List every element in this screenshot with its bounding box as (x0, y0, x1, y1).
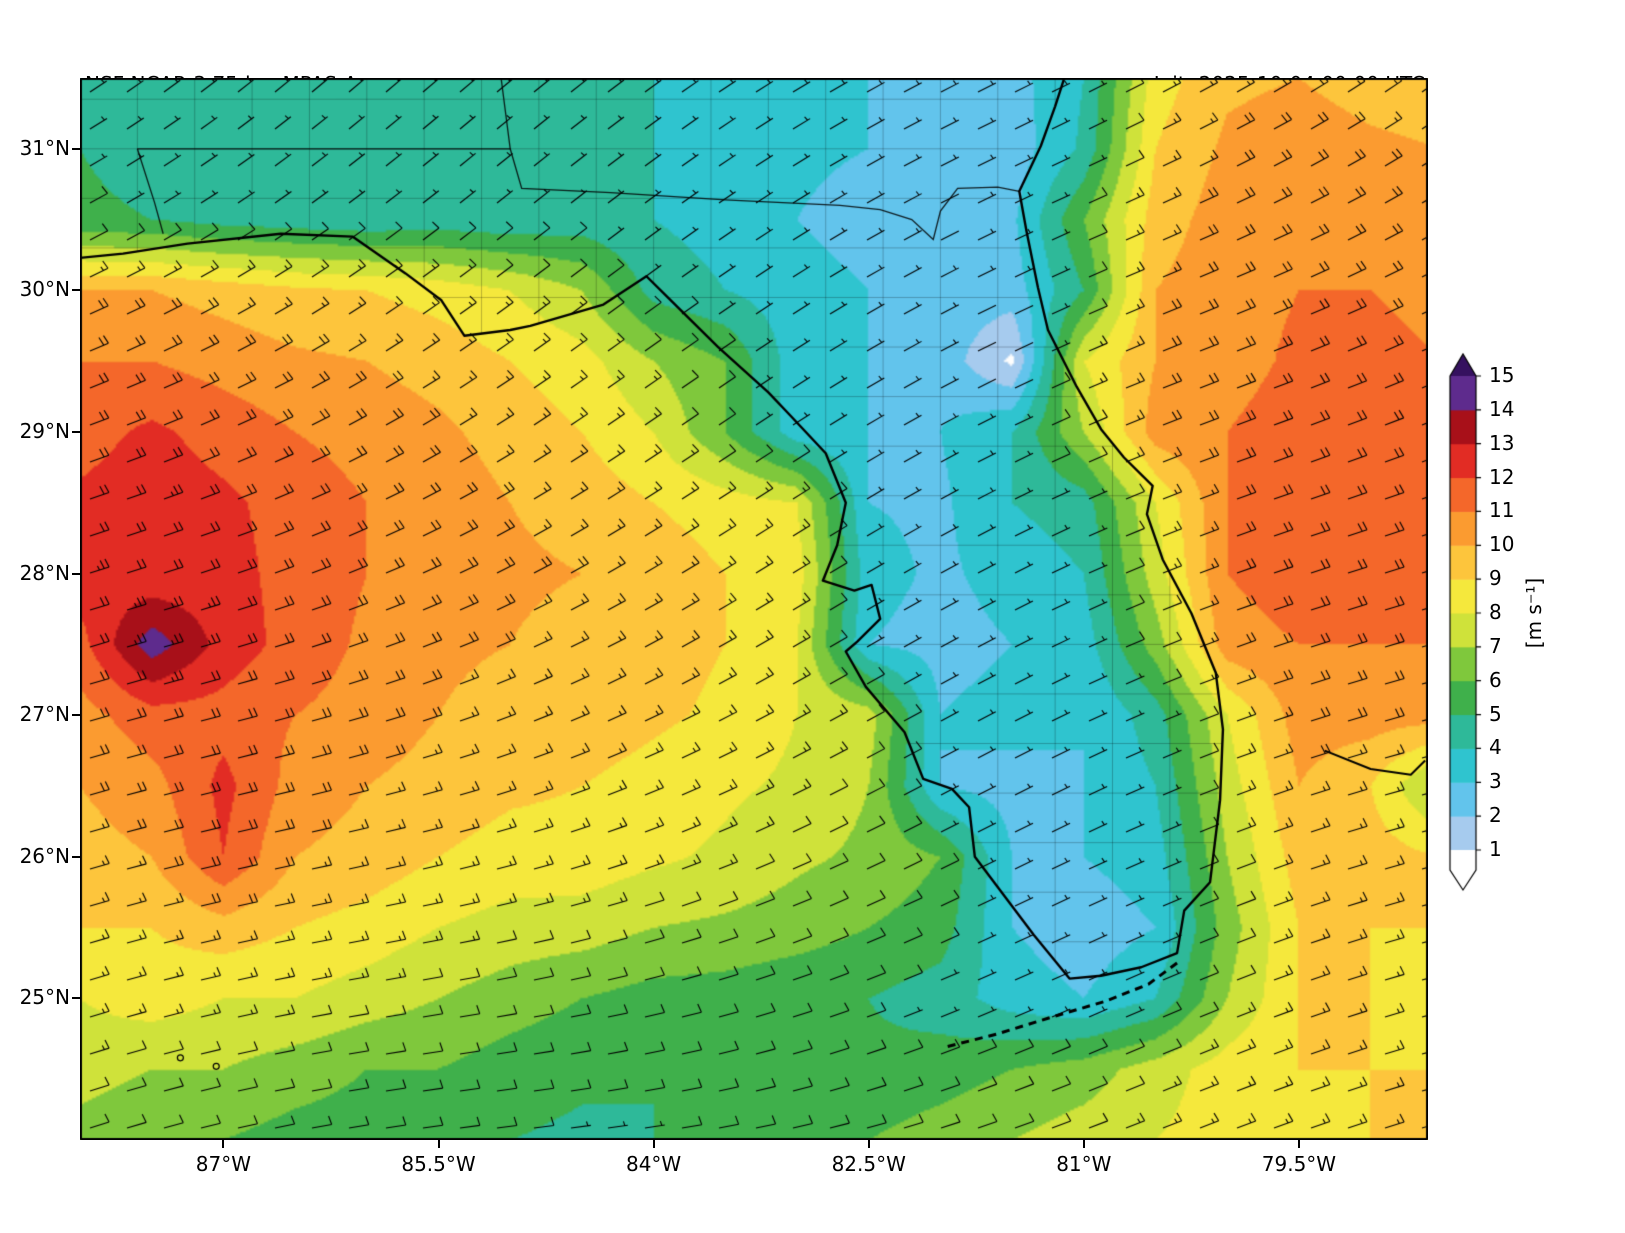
lon-tick-label: 87°W (195, 1152, 251, 1176)
colorbar-tick-10: 10 (1489, 532, 1515, 557)
lon-tick-mark (437, 1140, 440, 1148)
lat-tick-mark (72, 572, 80, 575)
colorbar-tick-1: 1 (1489, 837, 1502, 861)
colorbar (1440, 338, 1540, 918)
lon-tick-mark (652, 1140, 655, 1148)
lat-tick-mark (72, 855, 80, 858)
lat-tick-label: 29°N (19, 419, 70, 443)
colorbar-tick-5: 5 (1489, 701, 1502, 726)
colorbar-units-label: [m s⁻¹] (1522, 577, 1546, 649)
lat-tick-label: 31°N (19, 135, 70, 160)
colorbar-tick-6: 6 (1489, 667, 1502, 692)
colorbar-tick-13: 13 (1489, 430, 1515, 455)
lon-tick-label: 81°W (1056, 1152, 1112, 1176)
colorbar-tick-12: 12 (1489, 464, 1515, 489)
lon-tick-label: 85.5°W (401, 1152, 476, 1176)
lat-tick-label: 30°N (19, 277, 70, 302)
lat-tick-mark (72, 147, 80, 150)
lat-tick-label: 26°N (19, 843, 70, 868)
lon-tick-label: 82.5°W (831, 1152, 906, 1176)
colorbar-tick-15: 15 (1489, 363, 1515, 387)
colorbar-tick-9: 9 (1489, 566, 1502, 591)
lon-tick-mark (1082, 1140, 1085, 1148)
lat-tick-mark (72, 289, 80, 292)
colorbar-tick-7: 7 (1489, 633, 1502, 658)
colorbar-tick-8: 8 (1489, 600, 1502, 624)
lat-tick-mark (72, 431, 80, 433)
lat-tick-mark (72, 997, 80, 1000)
colorbar-tick-4: 4 (1489, 735, 1502, 760)
lon-tick-mark (222, 1140, 225, 1148)
lon-tick-label: 84°W (625, 1152, 682, 1176)
lon-tick-mark (867, 1140, 870, 1148)
lon-tick-label: 79.5°W (1261, 1152, 1337, 1176)
lat-tick-mark (72, 714, 80, 717)
colorbar-tick-11: 11 (1489, 498, 1515, 523)
map-area (80, 78, 1428, 1140)
colorbar-tick-14: 14 (1489, 396, 1515, 421)
lat-tick-label: 28°N (19, 560, 70, 585)
lon-tick-mark (1297, 1140, 1300, 1148)
colorbar-tick-2: 2 (1489, 803, 1502, 828)
colorbar-tick-3: 3 (1489, 769, 1502, 794)
lat-tick-label: 27°N (19, 702, 70, 727)
lat-tick-label: 25°N (19, 985, 70, 1010)
wind-map-canvas (80, 78, 1428, 1140)
